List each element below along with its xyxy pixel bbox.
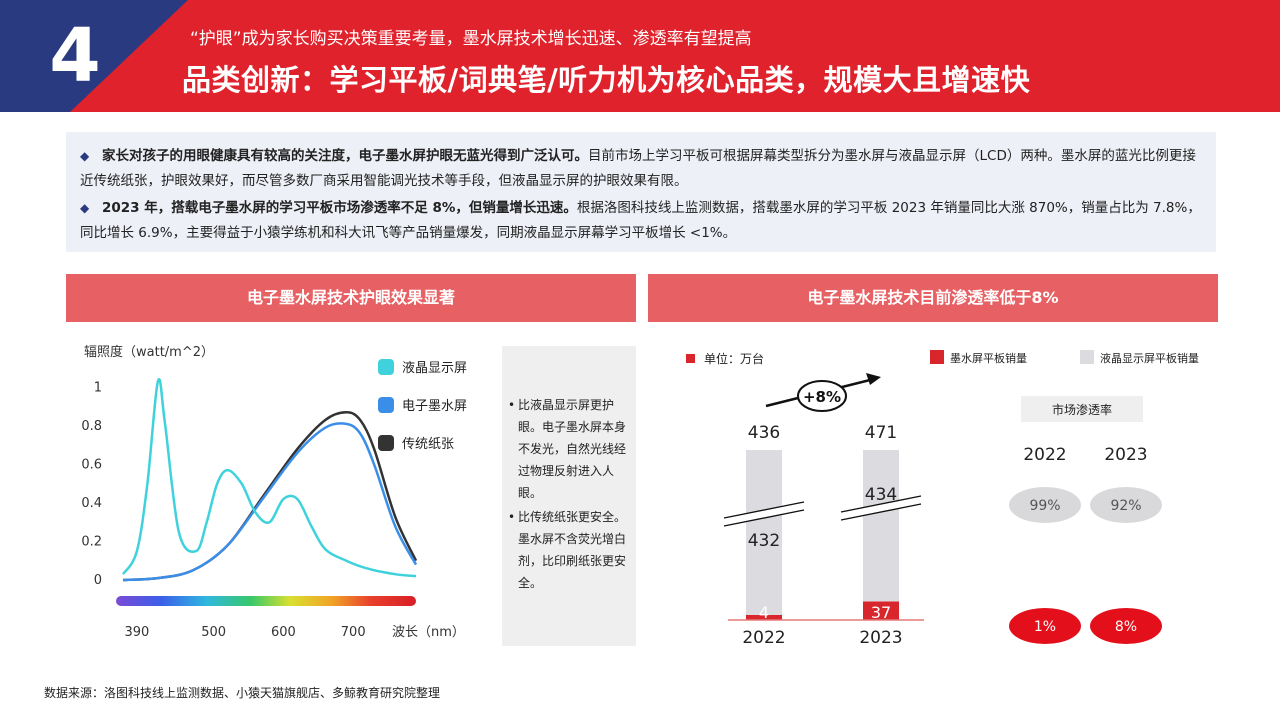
rate-value: 99% xyxy=(1029,498,1060,514)
legend-swatch xyxy=(378,435,394,451)
table-title-box xyxy=(1021,396,1143,422)
page-title: 品类创新：学习平板/词典笔/听力机为核心品类，规模大且增速快 xyxy=(182,63,1031,97)
rate-bubble xyxy=(1009,608,1081,644)
unit-marker-icon xyxy=(686,354,695,363)
bar-eink xyxy=(746,615,782,620)
note-text-1: 比液晶显示屏更护眼。电子墨水屏本身不发光，自然光线经过物理反射进入人眼。 xyxy=(518,398,627,500)
axis-break-gap xyxy=(840,496,922,520)
table-column-header: 2022 xyxy=(1023,445,1066,465)
x-tick-label: 700 xyxy=(341,625,366,640)
legend-swatch xyxy=(930,350,944,364)
page-subtitle: “护眼”成为家长购买决策重要考量，墨水屏技术增长迅速、渗透率有望提高 xyxy=(190,29,752,49)
legend-label: 电子墨水屏 xyxy=(402,399,467,414)
category-label: 2023 xyxy=(859,628,902,648)
notes-box: • 比液晶显示屏更护眼。电子墨水屏本身不发光，自然光线经过物理反射进入人眼。 •… xyxy=(502,346,636,646)
y-tick-label: 0.6 xyxy=(81,457,102,472)
unit-label: 单位：万台 xyxy=(686,351,764,366)
legend-swatch xyxy=(378,359,394,375)
note-text-2: 比传统纸张更安全。墨水屏不含荧光增白剂，比印刷纸张更安全。 xyxy=(518,510,627,590)
bar-total-label: 436 xyxy=(748,423,780,443)
intro-bullet-1-text: 目前市场上学习平板可根据屏幕类型拆分为墨水屏与液晶显示屏（LCD）两种。墨水屏的… xyxy=(80,148,1196,189)
category-label: 2022 xyxy=(742,628,785,648)
rate-value: 1% xyxy=(1034,619,1056,635)
color-spectrum-bar xyxy=(116,596,416,606)
legend-label: 液晶显示屏平板销量 xyxy=(1100,351,1199,365)
y-tick-label: 0 xyxy=(94,573,102,588)
x-tick-label: 600 xyxy=(271,625,296,640)
bullet-dot-icon: • xyxy=(508,398,516,412)
intro-bullet-2: ◆ 2023 年，搭载电子墨水屏的学习平板市场渗透率不足 8%，但销量增长迅速。根… xyxy=(80,196,1205,246)
section-number-slant xyxy=(70,0,188,112)
legend-swatch xyxy=(378,397,394,413)
penetration-table: 市场渗透率 2022 2023 99% 92% 1% 8% xyxy=(1009,396,1162,644)
bars: 436 432 4 2022 471 434 37 2023 xyxy=(723,423,922,648)
data-source: 数据来源：洛图科技线上监测数据、小猿天猫旗舰店、多鲸教育研究院整理 xyxy=(44,686,441,700)
growth-label: +8% xyxy=(803,388,841,406)
bar-lcd-label: 432 xyxy=(748,531,780,551)
axis-break-line xyxy=(723,509,805,527)
legend-swatch xyxy=(1080,350,1094,364)
y-tick-label: 0.8 xyxy=(81,419,102,434)
legend-label: 液晶显示屏 xyxy=(402,361,467,376)
y-axis-label: 辐照度（watt/m^2） xyxy=(84,344,214,360)
bar-lcd xyxy=(863,450,899,620)
x-tick-label: 390 xyxy=(125,625,150,640)
series-line xyxy=(122,422,418,582)
header-banner xyxy=(0,0,1280,112)
x-axis-ticks: 390 500 600 700 xyxy=(125,625,366,640)
legend-label: 墨水屏平板销量 xyxy=(950,351,1027,365)
bar-lcd-label: 434 xyxy=(865,485,897,505)
intro-bullet-2-text: 根据洛图科技线上监测数据，搭载墨水屏的学习平板 2023 年销量同比大涨 870… xyxy=(80,200,1201,241)
y-tick-label: 0.2 xyxy=(81,534,102,549)
series-line xyxy=(121,378,417,578)
bar-eink-label: 37 xyxy=(871,603,891,622)
diamond-bullet-icon: ◆ xyxy=(80,201,90,215)
intro-bullet-1-bold: 家长对孩子的用眼健康具有较高的关注度，电子墨水屏护眼无蓝光得到广泛认可。 xyxy=(102,148,588,164)
bar-eink xyxy=(863,601,899,620)
bullet-dot-icon: • xyxy=(508,510,516,524)
bar-eink-label: 4 xyxy=(759,603,769,622)
bar-lcd xyxy=(746,450,782,620)
y-axis-ticks: 0 0.2 0.4 0.6 0.8 1 xyxy=(81,380,102,588)
unit-text: 单位：万台 xyxy=(704,351,764,366)
table-title: 市场渗透率 xyxy=(1052,402,1112,417)
growth-arrow-icon xyxy=(866,373,881,385)
rate-bubble xyxy=(1090,487,1162,523)
growth-badge xyxy=(797,380,847,412)
left-panel-header: 电子墨水屏技术护眼效果显著 xyxy=(66,274,636,322)
y-tick-label: 0.4 xyxy=(81,496,102,511)
bar-total-label: 471 xyxy=(865,423,897,443)
rate-bubble xyxy=(1090,608,1162,644)
spectrum-line-chart: 辐照度（watt/m^2） 0 0.2 0.4 0.6 0.8 1 390 500 600 70… xyxy=(81,344,467,640)
intro-bullet-2-bold: 2023 年，搭载电子墨水屏的学习平板市场渗透率不足 8%，但销量增长迅速。 xyxy=(102,200,577,216)
legend-label: 传统纸张 xyxy=(402,437,454,452)
growth-annotation: +8% xyxy=(765,373,881,412)
sales-bar-chart: 单位：万台 墨水屏平板销量 液晶显示屏平板销量 +8% 436 432 4 2022 47… xyxy=(686,350,1199,648)
axis-break-line xyxy=(840,495,922,513)
axis-break-line xyxy=(840,503,922,521)
table-column-header: 2023 xyxy=(1104,445,1147,465)
bar-chart-legend: 墨水屏平板销量 液晶显示屏平板销量 xyxy=(930,350,1199,365)
spectrum-series xyxy=(121,378,418,582)
right-panel-header: 电子墨水屏技术目前渗透率低于8% xyxy=(648,274,1218,322)
intro-box: ◆ 家长对孩子的用眼健康具有较高的关注度，电子墨水屏护眼无蓝光得到广泛认可。目前市… xyxy=(66,132,1216,252)
y-tick-label: 1 xyxy=(94,380,102,395)
intro-bullet-1: ◆ 家长对孩子的用眼健康具有较高的关注度，电子墨水屏护眼无蓝光得到广泛认可。目前市… xyxy=(80,144,1205,194)
rate-bubble xyxy=(1009,487,1081,523)
x-tick-label: 500 xyxy=(201,625,226,640)
axis-break-gap xyxy=(723,502,805,526)
section-number-block xyxy=(0,0,70,112)
axis-break-line xyxy=(723,501,805,519)
section-number: 4 xyxy=(49,13,101,99)
diamond-bullet-icon: ◆ xyxy=(80,149,90,163)
rate-value: 92% xyxy=(1110,498,1141,514)
x-axis-label: 波长（nm） xyxy=(392,625,465,640)
rate-value: 8% xyxy=(1115,619,1137,635)
